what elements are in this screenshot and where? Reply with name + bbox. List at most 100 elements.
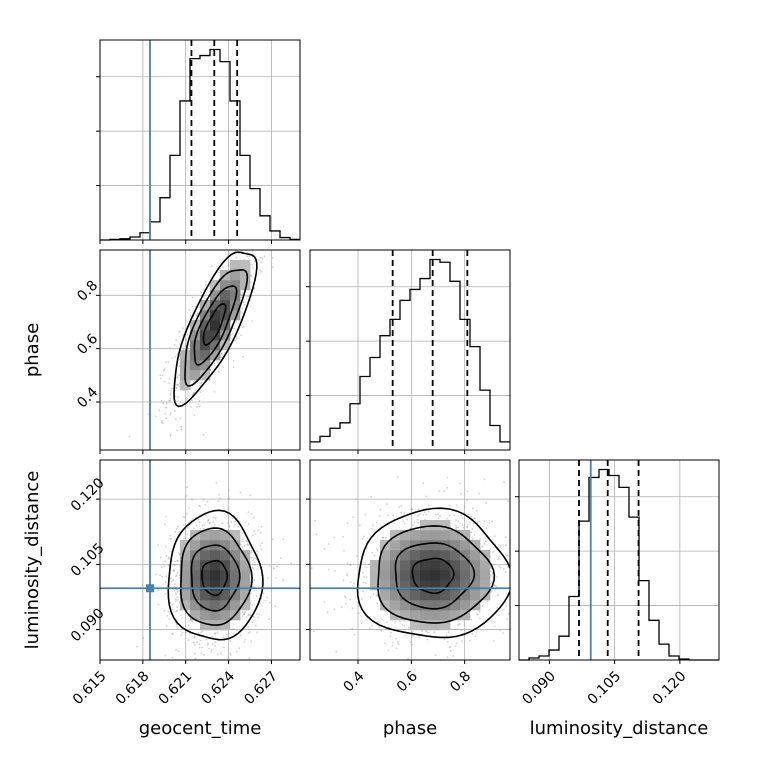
sample-point <box>454 645 457 647</box>
sample-point <box>178 330 181 333</box>
sample-point <box>229 640 232 643</box>
sample-point <box>195 314 198 316</box>
sample-point <box>243 325 246 328</box>
sample-point <box>141 584 144 587</box>
x-tick-label: 0.627 <box>241 668 281 708</box>
density-cell <box>230 580 241 591</box>
density-cell <box>460 590 471 601</box>
sample-point <box>248 244 250 246</box>
sample-point <box>253 260 256 262</box>
sample-point <box>378 626 381 629</box>
sample-point <box>349 564 352 567</box>
density-cell <box>410 530 421 541</box>
sample-point <box>260 525 263 528</box>
sample-point <box>184 345 187 347</box>
sample-point <box>245 296 248 298</box>
density-cell <box>200 590 211 601</box>
sample-point <box>189 314 192 317</box>
sample-point <box>196 406 198 408</box>
sample-point <box>200 631 202 634</box>
sample-point <box>395 637 398 640</box>
x-tick-label: 0.618 <box>113 668 153 708</box>
sample-point <box>174 560 176 563</box>
sample-point <box>248 255 251 257</box>
sample-point <box>236 517 239 519</box>
density-cell <box>430 590 441 601</box>
sample-point <box>207 519 210 521</box>
density-cell <box>410 610 421 621</box>
sample-point <box>418 636 421 639</box>
sample-point <box>155 415 158 418</box>
sample-point <box>191 306 194 308</box>
sample-point <box>250 640 253 643</box>
sample-point <box>241 246 243 248</box>
sample-point <box>351 607 354 610</box>
sample-point <box>417 521 420 524</box>
sample-point <box>243 612 245 615</box>
sample-point <box>248 543 250 546</box>
sample-point <box>186 397 189 400</box>
sample-point <box>384 610 387 613</box>
sample-point <box>230 521 233 524</box>
density-cell <box>210 340 221 351</box>
sample-point <box>240 543 243 546</box>
contour-1 <box>190 544 241 612</box>
sample-point <box>184 631 187 634</box>
sample-point <box>493 625 496 628</box>
sample-point <box>199 382 202 384</box>
sample-point <box>199 505 202 507</box>
sample-point <box>165 406 168 409</box>
sample-point <box>128 435 131 438</box>
sample-point <box>346 574 349 577</box>
sample-point <box>165 402 168 405</box>
sample-point <box>188 507 190 509</box>
density-cell <box>230 550 241 561</box>
sample-point <box>246 540 249 543</box>
sample-point <box>247 625 249 628</box>
sample-point <box>203 295 205 298</box>
sample-point <box>402 520 405 522</box>
sample-point <box>198 646 201 649</box>
sample-point <box>166 614 169 617</box>
sample-point <box>169 347 172 350</box>
sample-point <box>376 521 378 524</box>
sample-point <box>240 294 243 297</box>
density-cell <box>380 600 391 611</box>
sample-point <box>271 256 274 259</box>
sample-point <box>184 339 187 341</box>
sample-point <box>478 610 481 613</box>
plot-area <box>301 475 526 660</box>
sample-point <box>364 562 366 564</box>
sample-point <box>201 525 204 527</box>
sample-point <box>381 536 384 538</box>
sample-point <box>205 638 208 641</box>
sample-point <box>261 542 263 544</box>
sample-point <box>343 549 345 552</box>
sample-point <box>198 521 201 524</box>
density-cell <box>390 540 401 551</box>
sample-point <box>201 646 204 649</box>
sample-point <box>301 605 303 607</box>
sample-point <box>471 538 474 540</box>
sample-point <box>161 374 164 377</box>
sample-point <box>315 533 318 536</box>
sample-point <box>471 528 474 530</box>
sample-point <box>524 555 526 557</box>
density-cell <box>400 610 411 621</box>
density-cell <box>470 540 481 551</box>
x-tick-label: 0.090 <box>519 668 559 708</box>
sample-point <box>263 232 265 234</box>
sample-point <box>178 385 181 388</box>
sample-point <box>400 505 403 507</box>
sample-point <box>247 511 250 513</box>
sample-point <box>470 618 473 621</box>
sample-point <box>417 508 420 510</box>
sample-point <box>227 635 230 638</box>
sample-point <box>434 654 437 656</box>
sample-point <box>384 642 386 645</box>
axes-frame <box>99 39 301 241</box>
sample-point <box>472 517 475 520</box>
sample-point <box>175 592 177 594</box>
sample-point <box>472 522 475 525</box>
sample-point <box>242 225 244 227</box>
